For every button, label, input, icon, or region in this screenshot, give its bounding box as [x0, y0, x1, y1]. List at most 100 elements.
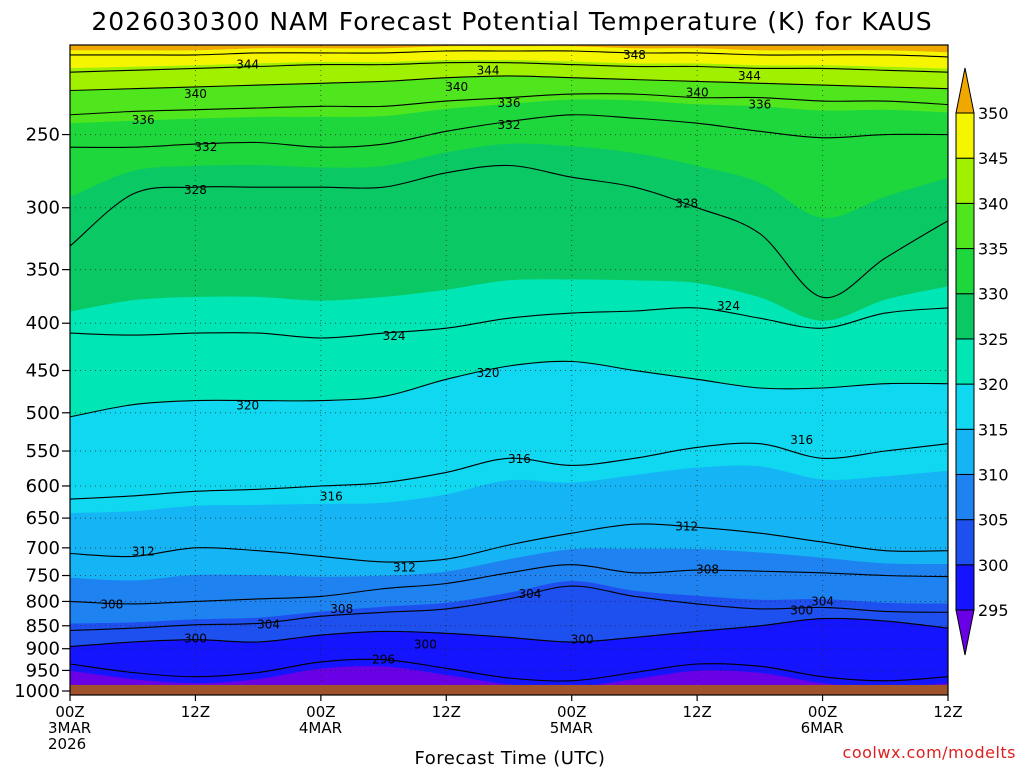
y-tick-label: 850	[26, 616, 60, 637]
colorbar-label: 350	[978, 104, 1009, 123]
colorbar-swatch	[955, 293, 975, 340]
colorbar-label: 310	[978, 465, 1009, 484]
x-tick-label: 00Z	[306, 703, 335, 721]
colorbar-label: 325	[978, 330, 1009, 349]
y-tick-label: 400	[26, 313, 60, 334]
contour-label: 336	[132, 113, 155, 127]
contour-label: 336	[748, 98, 771, 112]
colorbar-label: 340	[978, 194, 1009, 213]
y-tick-label: 350	[26, 260, 60, 281]
x-tick-label: 4MAR	[299, 719, 342, 737]
colorbar-swatch	[955, 112, 975, 159]
contour-label: 344	[236, 58, 259, 72]
isentrope-348	[70, 50, 948, 58]
contour-label: 320	[477, 366, 500, 380]
contour-label: 340	[686, 85, 709, 99]
contour-label: 344	[738, 69, 761, 83]
contour-label: 336	[498, 96, 521, 110]
contour-label: 300	[414, 638, 437, 652]
contour-label: 344	[477, 63, 500, 77]
y-tick-label: 950	[26, 660, 60, 681]
contour-label: 316	[790, 433, 813, 447]
colorbar-swatch	[955, 428, 975, 475]
contour-label: 300	[184, 631, 207, 645]
isentrope-316	[70, 442, 948, 500]
contour-label: 348	[623, 48, 646, 62]
x-tick-label: 12Z	[933, 703, 962, 721]
contour-label: 308	[696, 563, 719, 577]
contour-label: 332	[498, 118, 521, 132]
contour-label: 308	[330, 602, 353, 616]
contour-label: 304	[257, 617, 280, 631]
isentrope-304	[70, 585, 948, 632]
y-tick-label: 750	[26, 566, 60, 587]
x-tick-label: 5MAR	[550, 719, 593, 737]
colorbar-label: 335	[978, 240, 1009, 259]
contour-label: 340	[445, 80, 468, 94]
x-axis-label: Forecast Time (UTC)	[415, 748, 606, 768]
contour-labels: 344 348 344 344 340 340 340 336 336 336 332 332 328 3…	[100, 48, 834, 667]
contour-label: 316	[508, 452, 531, 466]
x-tick-label: 00Z	[808, 703, 837, 721]
colorbar-swatch	[955, 383, 975, 430]
contour-label: 312	[393, 560, 416, 574]
contour-label: 328	[184, 183, 207, 197]
y-tick-label: 700	[26, 538, 60, 559]
isentrope-296	[70, 658, 948, 682]
y-tick-label: 250	[26, 125, 60, 146]
colorbar-swatch	[955, 519, 975, 566]
colorbar-swatch	[955, 338, 975, 385]
colorbar-label: 295	[978, 601, 1009, 620]
credit-text: coolwx.com/modelts	[843, 743, 1016, 762]
contour-label: 320	[236, 398, 259, 412]
x-tick-label: 00Z	[557, 703, 586, 721]
isentrope-340	[70, 75, 948, 92]
x-tick-label: 2026	[48, 735, 86, 753]
colorbar-swatch	[955, 248, 975, 295]
x-tick-label: 00Z	[55, 703, 84, 721]
y-tick-label: 500	[26, 403, 60, 424]
colorbar-label: 315	[978, 420, 1009, 439]
contour-label: 328	[675, 197, 698, 211]
isentrope-320	[70, 360, 948, 418]
colorbar-swatch	[955, 67, 975, 114]
contour-label: 308	[100, 597, 123, 611]
colorbar: 295 300 305 310 315 320 325 330 335 340 345 350	[955, 67, 1009, 656]
isentrope-lines	[70, 50, 948, 682]
x-tick-label: 12Z	[432, 703, 461, 721]
colorbar-label: 300	[978, 556, 1009, 575]
y-tick-label: 600	[26, 476, 60, 497]
isentrope-332	[70, 114, 948, 148]
colorbar-swatch	[955, 202, 975, 250]
y-tick-label: 800	[26, 591, 60, 612]
contour-label: 340	[184, 87, 207, 101]
x-tick-label: 3MAR	[48, 719, 91, 737]
colorbar-swatch	[955, 157, 975, 204]
chart-title: 2026030300 NAM Forecast Potential Temper…	[91, 7, 932, 36]
isentrope-328	[70, 164, 948, 299]
colorbar-label: 320	[978, 375, 1009, 394]
theta-band-12	[70, 45, 948, 53]
contour-label: 304	[811, 594, 834, 608]
isentrope-300	[70, 617, 948, 648]
y-axis: 2503003504004505005506006507007508008509…	[14, 125, 70, 702]
x-tick-label: 6MAR	[801, 719, 844, 737]
colorbar-swatch	[955, 473, 975, 521]
y-tick-label: 450	[26, 360, 60, 381]
isentrope-324	[70, 307, 948, 339]
contour-label: 304	[518, 587, 541, 601]
contour-label: 312	[675, 520, 698, 534]
ground-surface	[70, 684, 948, 695]
contour-label: 300	[571, 633, 594, 647]
y-tick-label: 650	[26, 508, 60, 529]
gridlines	[70, 45, 948, 695]
y-tick-label: 900	[26, 639, 60, 660]
x-tick-label: 12Z	[181, 703, 210, 721]
colorbar-label: 345	[978, 149, 1009, 168]
contour-label: 316	[320, 490, 343, 504]
contour-label: 332	[194, 140, 217, 154]
colorbar-swatch	[955, 564, 975, 611]
isentrope-336	[70, 93, 948, 116]
